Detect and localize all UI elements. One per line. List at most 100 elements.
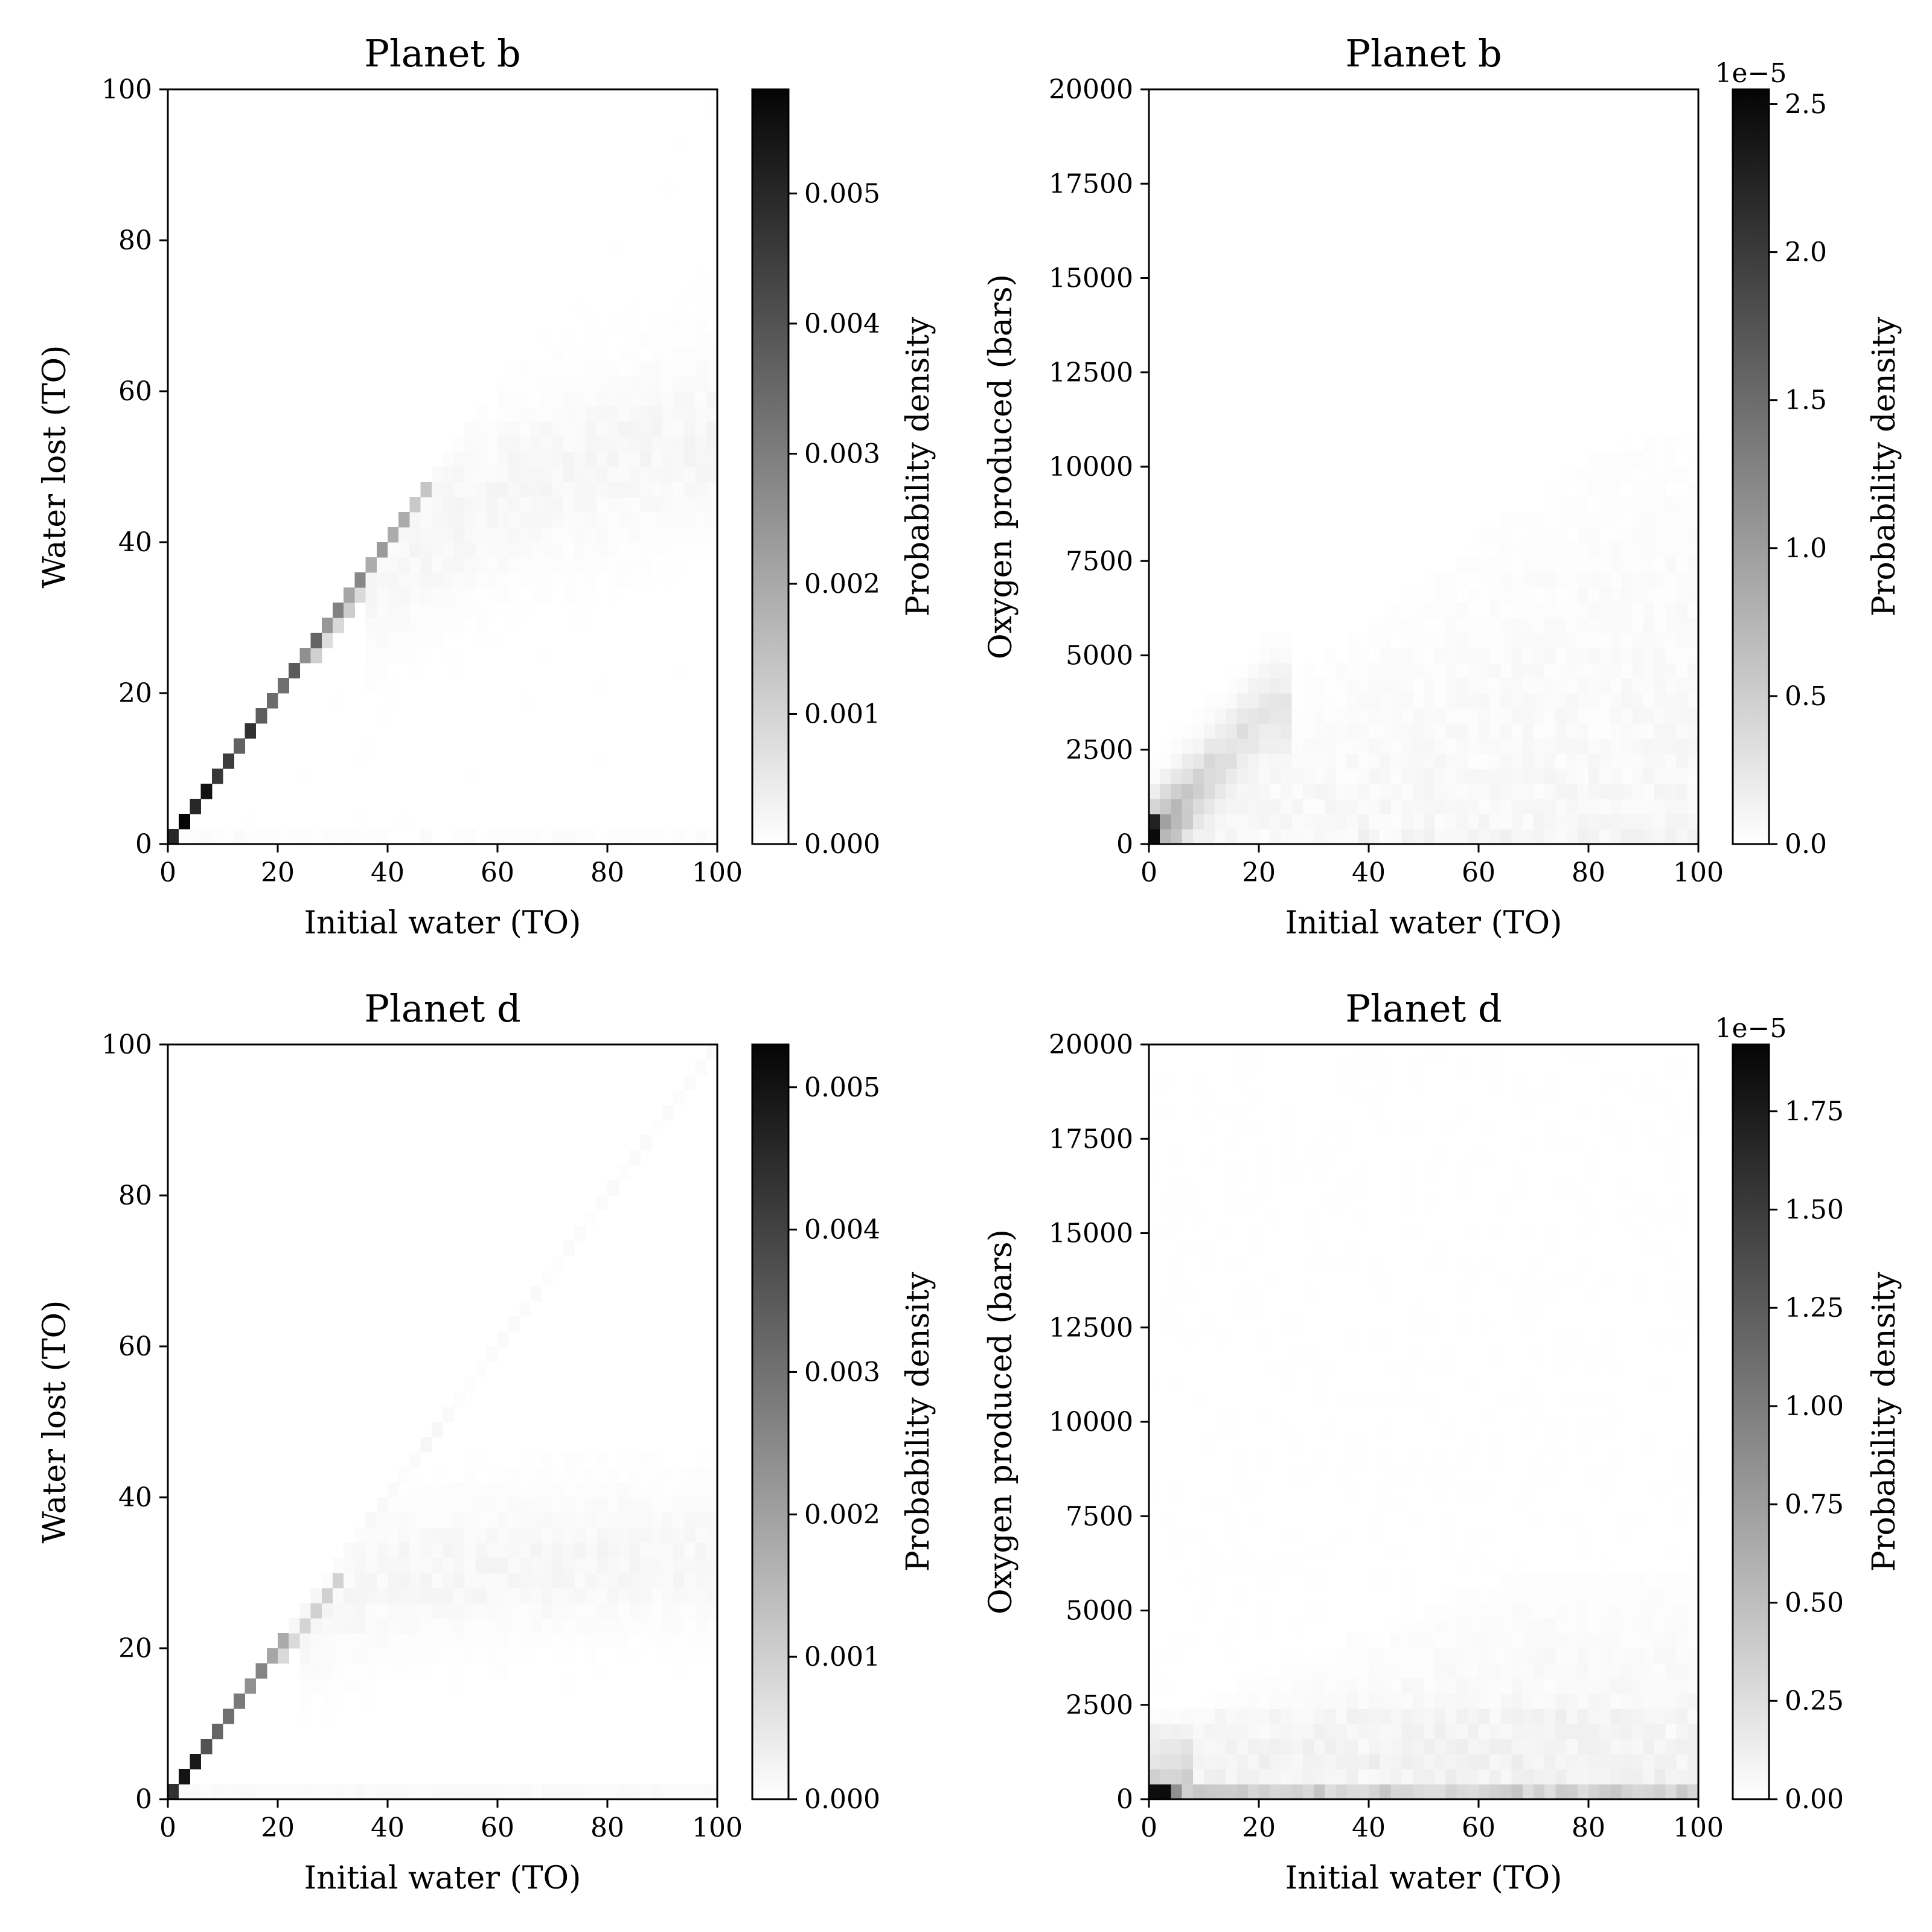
heatmap-cell <box>1665 693 1677 709</box>
heatmap-cell <box>1676 829 1688 845</box>
heatmap-cell <box>596 1618 608 1634</box>
heatmap-cell <box>651 512 663 528</box>
heatmap-cell <box>1314 1663 1325 1679</box>
heatmap-cell <box>1270 799 1281 814</box>
heatmap-cell <box>1665 1543 1677 1558</box>
heatmap-cell <box>563 1633 575 1649</box>
heatmap-cell <box>1643 799 1655 814</box>
heatmap-cell <box>1588 1648 1600 1664</box>
heatmap-cell <box>1610 648 1622 664</box>
heatmap-cell <box>497 1784 509 1800</box>
heatmap-cell <box>585 437 597 452</box>
heatmap-cell <box>1566 829 1578 845</box>
heatmap-cell <box>1479 1648 1490 1664</box>
heatmap-cell <box>310 1588 322 1604</box>
heatmap-cell <box>497 1482 509 1498</box>
heatmap-cell <box>508 1467 520 1483</box>
heatmap-cell <box>398 1618 410 1634</box>
heatmap-cell <box>1314 1392 1325 1407</box>
heatmap-cell <box>574 618 586 633</box>
heatmap-cell <box>299 1709 312 1724</box>
heatmap-cell <box>1236 799 1249 814</box>
heatmap-cell <box>640 557 652 573</box>
heatmap-cell <box>585 1467 597 1483</box>
heatmap-cell <box>1577 678 1589 694</box>
heatmap-cell <box>574 1603 586 1619</box>
heatmap-cell <box>541 1543 553 1558</box>
heatmap-cell <box>1643 769 1655 784</box>
heatmap-cell <box>1236 1075 1249 1090</box>
heatmap-cell <box>1335 693 1348 709</box>
heatmap-cell <box>1534 1512 1545 1528</box>
heatmap-cell <box>1566 1180 1578 1196</box>
heatmap-cell <box>464 1633 476 1649</box>
heatmap-cell <box>409 1512 421 1528</box>
heatmap-cell <box>1687 572 1699 588</box>
heatmap-cell <box>596 331 608 347</box>
heatmap-cell <box>1456 1482 1468 1498</box>
heatmap-cell <box>1588 1678 1600 1694</box>
heatmap-cell <box>673 1467 685 1483</box>
heatmap-cell <box>1357 1739 1369 1754</box>
heatmap-cell <box>629 437 641 452</box>
heatmap-cell <box>497 452 509 467</box>
heatmap-cell <box>1599 814 1611 830</box>
heatmap-cell <box>1346 829 1358 845</box>
heatmap-cell <box>1687 1286 1699 1302</box>
heatmap-cell <box>1346 814 1358 830</box>
heatmap-cell <box>1259 1739 1270 1754</box>
heatmap-cell <box>508 1648 520 1664</box>
heatmap-cell <box>1270 723 1281 739</box>
heatmap-cell <box>1665 1256 1677 1271</box>
heatmap-cell <box>651 1573 663 1588</box>
heatmap-cell <box>1424 1467 1435 1483</box>
x-tick-label: 60 <box>1462 857 1495 888</box>
heatmap-cell <box>1599 663 1611 679</box>
heatmap-cell <box>1676 799 1688 814</box>
heatmap-cell <box>354 814 366 830</box>
heatmap-cell <box>651 1618 663 1634</box>
heatmap-cell <box>1346 1709 1358 1724</box>
heatmap-cell <box>1424 663 1435 679</box>
heatmap-cell <box>519 1301 531 1317</box>
heatmap-cell <box>1555 527 1567 543</box>
heatmap-cell <box>1544 678 1556 694</box>
heatmap-cell <box>695 1482 707 1498</box>
heatmap-cell <box>1435 1150 1446 1166</box>
heatmap-cell <box>629 557 641 573</box>
heatmap-cell <box>1456 1105 1468 1121</box>
heatmap-cell <box>1534 1709 1545 1724</box>
heatmap-cell <box>1522 1633 1534 1649</box>
heatmap-cell <box>651 1482 663 1498</box>
heatmap-cell <box>486 497 498 513</box>
heatmap-cell <box>1346 633 1358 648</box>
heatmap-cell <box>1555 587 1567 603</box>
heatmap-cell <box>574 1452 586 1468</box>
heatmap-cell <box>1588 799 1600 814</box>
heatmap-cell <box>1687 648 1699 664</box>
heatmap-cell <box>234 1784 245 1800</box>
heatmap-cell <box>1270 1739 1281 1754</box>
heatmap-cell <box>1544 527 1556 543</box>
heatmap-cell <box>1534 738 1545 754</box>
heatmap-cell <box>1435 814 1446 830</box>
heatmap-cell <box>629 1497 641 1513</box>
heatmap-cell <box>299 1648 312 1664</box>
heatmap-cell <box>1676 648 1688 664</box>
heatmap-cell <box>585 587 597 603</box>
heatmap-cell <box>1588 527 1600 543</box>
heatmap-cell <box>1435 663 1446 679</box>
heatmap-cell <box>1588 678 1600 694</box>
heatmap-cell <box>1610 618 1622 633</box>
heatmap-cell <box>321 618 333 633</box>
heatmap-cell <box>453 1618 465 1634</box>
heatmap-cell <box>1281 1135 1293 1151</box>
heatmap-cell <box>530 482 542 497</box>
y-tick-label: 17500 <box>1049 168 1133 199</box>
heatmap-cell <box>1346 1482 1358 1498</box>
heatmap-cell <box>1511 648 1523 664</box>
heatmap-cell <box>1544 1739 1556 1754</box>
heatmap-cell <box>1544 814 1556 830</box>
heatmap-cell <box>1325 738 1336 754</box>
heatmap-cell <box>618 557 630 573</box>
